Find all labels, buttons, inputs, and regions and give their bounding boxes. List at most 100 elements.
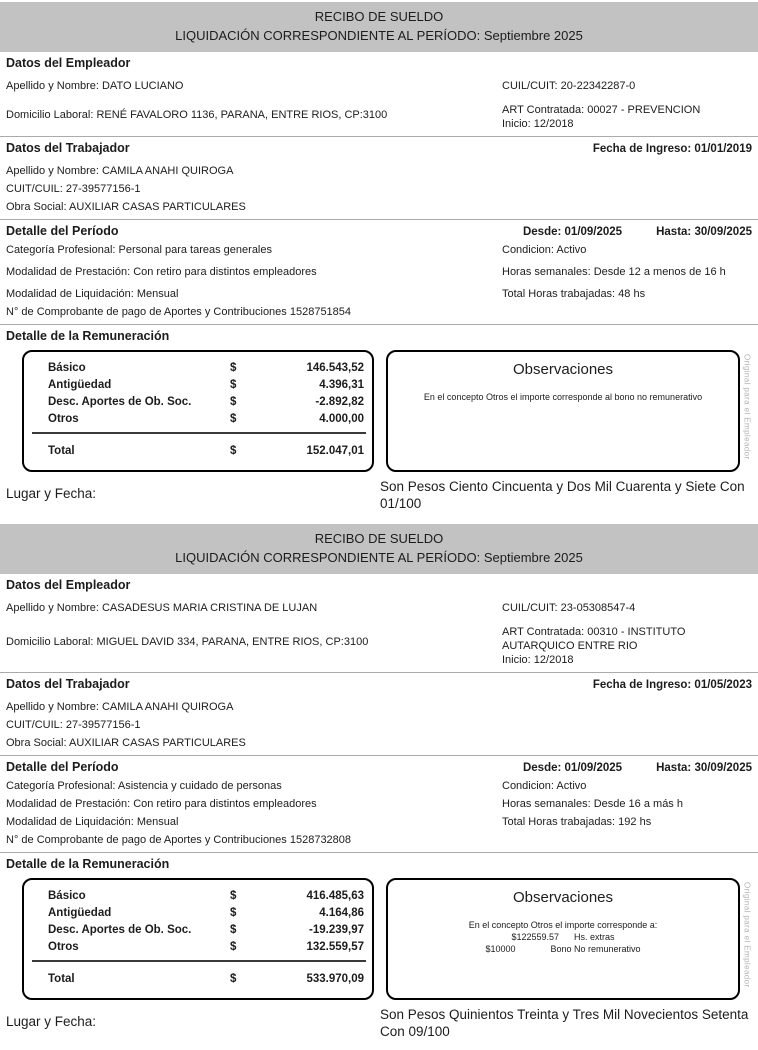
worker-section-header: Datos del Trabajador Fecha de Ingreso: 0… — [0, 672, 758, 692]
period-section-title: Detalle del Período — [6, 224, 119, 238]
currency-symbol: $ — [230, 941, 237, 953]
period-from: Desde: 01/09/2025 — [522, 762, 623, 774]
employer-art-start: Inicio: 12/2018 — [502, 654, 574, 666]
row-amount: 146.543,52 — [306, 362, 364, 374]
row-total: Total $ 533.970,09 — [34, 971, 364, 988]
row-label: Otros — [48, 941, 79, 953]
remuneration-area: Básico $ 146.543,52 Antigüedad $ 4.396,3… — [22, 350, 754, 472]
observations-line: $122559.57 Hs. extras — [511, 932, 615, 942]
period-total-hours: Total Horas trabajadas: 48 hs — [502, 288, 646, 300]
worker-hire-date: Fecha de Ingreso: 01/01/2019 — [592, 143, 752, 155]
period-modality: Modalidad de Prestación: Con retiro para… — [6, 798, 317, 810]
worker-cuit: CUIT/CUIL: 27-39577156-1 — [6, 183, 141, 195]
employer-name: Apellido y Nombre: DATO LUCIANO — [6, 80, 184, 92]
period-modality: Modalidad de Prestación: Con retiro para… — [6, 266, 317, 278]
row-basico: Básico $ 416.485,63 — [34, 888, 364, 905]
period-section: Categoría Profesional: Personal para tar… — [0, 243, 758, 319]
observations-line: En el concepto Otros el importe correspo… — [423, 392, 703, 402]
row-amount: 4.164,86 — [319, 907, 364, 919]
receipt-period-subtitle: LIQUIDACIÓN CORRESPONDIENTE AL PERÍODO: … — [175, 550, 583, 565]
remuneration-section-header: Detalle de la Remuneración — [0, 852, 758, 872]
employer-section-title: Datos del Empleador — [6, 578, 131, 592]
currency-symbol: $ — [230, 907, 237, 919]
observations-box: Observaciones En el concepto Otros el im… — [386, 350, 740, 472]
salary-receipt-2: RECIBO DE SUELDO LIQUIDACIÓN CORRESPONDI… — [0, 524, 758, 1050]
currency-symbol: $ — [230, 890, 237, 902]
total-amount: 152.047,01 — [306, 445, 364, 457]
receipt-title: RECIBO DE SUELDO — [314, 9, 444, 24]
observations-title: Observaciones — [512, 361, 614, 378]
period-total-hours: Total Horas trabajadas: 192 hs — [502, 816, 652, 828]
period-weekly-hours: Horas semanales: Desde 12 a menos de 16 … — [502, 266, 726, 278]
receipt-title: RECIBO DE SUELDO — [314, 531, 444, 546]
worker-cuit: CUIT/CUIL: 27-39577156-1 — [6, 719, 141, 731]
remuneration-table: Básico $ 146.543,52 Antigüedad $ 4.396,3… — [22, 350, 374, 472]
place-date-label: Lugar y Fecha: — [6, 486, 97, 501]
receipt-footer: Lugar y Fecha: Son Pesos Quinientos Trei… — [6, 1006, 752, 1040]
employer-art: ART Contratada: 00027 - PREVENCION — [502, 104, 701, 116]
employer-address: Domicilio Laboral: MIGUEL DAVID 334, PAR… — [6, 636, 369, 648]
remuneration-table: Básico $ 416.485,63 Antigüedad $ 4.164,8… — [22, 878, 374, 1000]
currency-symbol: $ — [230, 379, 237, 391]
row-amount: -19.239,97 — [309, 924, 364, 936]
observations-box: Observaciones En el concepto Otros el im… — [386, 878, 740, 1000]
period-section-header: Detalle del Período Desde: 01/09/2025 Has… — [0, 219, 758, 239]
salary-receipt-1: RECIBO DE SUELDO LIQUIDACIÓN CORRESPONDI… — [0, 2, 758, 522]
row-otros: Otros $ 4.000,00 — [34, 411, 364, 428]
period-to: Hasta: 30/09/2025 — [656, 226, 752, 238]
remuneration-section-header: Detalle de la Remuneración — [0, 324, 758, 344]
observations-line: En el concepto Otros el importe correspo… — [468, 920, 658, 930]
period-condition: Condicion: Activo — [502, 780, 587, 792]
period-category: Categoría Profesional: Asistencia y cuid… — [6, 780, 282, 792]
worker-section-header: Datos del Trabajador Fecha de Ingreso: 0… — [0, 136, 758, 156]
row-amount: 132.559,57 — [306, 941, 364, 953]
remuneration-section-title: Detalle de la Remuneración — [6, 329, 170, 343]
row-total: Total $ 152.047,01 — [34, 443, 364, 460]
employer-section: Apellido y Nombre: DATO LUCIANO CUIL/CUI… — [0, 79, 758, 131]
employee-copy-note: Original para el Empleador — [742, 354, 752, 460]
row-amount: 4.000,00 — [319, 413, 364, 425]
row-label: Desc. Aportes de Ob. Soc. — [48, 396, 192, 408]
total-label: Total — [48, 445, 75, 457]
amount-in-words: Son Pesos Ciento Cincuenta y Dos Mil Cua… — [380, 479, 745, 511]
row-label: Antigüedad — [48, 907, 112, 919]
worker-section: Apellido y Nombre: CAMILA ANAHI QUIROGA … — [0, 164, 758, 214]
total-divider — [32, 432, 366, 434]
employer-cuit: CUIL/CUIT: 23-05308547-4 — [502, 602, 636, 614]
worker-social: Obra Social: AUXILIAR CASAS PARTICULARES — [6, 201, 246, 213]
worker-social: Obra Social: AUXILIAR CASAS PARTICULARES — [6, 737, 246, 749]
row-descuento-ob-soc: Desc. Aportes de Ob. Soc. $ -2.892,82 — [34, 394, 364, 411]
period-liquidation: Modalidad de Liquidación: Mensual — [6, 816, 179, 828]
employer-section-header: Datos del Empleador — [0, 52, 758, 71]
employee-copy-column: Original para el Empleador — [740, 350, 754, 472]
employee-copy-column: Original para el Empleador — [740, 878, 754, 1000]
period-section-title: Detalle del Período — [6, 760, 119, 774]
amount-in-words: Son Pesos Quinientos Treinta y Tres Mil … — [380, 1007, 749, 1039]
employer-section-title: Datos del Empleador — [6, 56, 131, 70]
row-label: Otros — [48, 413, 79, 425]
period-category: Categoría Profesional: Personal para tar… — [6, 244, 272, 256]
worker-hire-date: Fecha de Ingreso: 01/05/2023 — [592, 679, 752, 691]
currency-symbol: $ — [230, 362, 237, 374]
worker-name: Apellido y Nombre: CAMILA ANAHI QUIROGA — [6, 165, 234, 177]
employer-section-header: Datos del Empleador — [0, 574, 758, 593]
period-weekly-hours: Horas semanales: Desde 16 a más h — [502, 798, 683, 810]
worker-section-title: Datos del Trabajador — [6, 141, 130, 155]
receipt-footer: Lugar y Fecha: Son Pesos Ciento Cincuent… — [6, 478, 752, 512]
row-antiguedad: Antigüedad $ 4.164,86 — [34, 905, 364, 922]
row-antiguedad: Antigüedad $ 4.396,31 — [34, 377, 364, 394]
receipt-title-band: RECIBO DE SUELDO LIQUIDACIÓN CORRESPONDI… — [0, 524, 758, 574]
currency-symbol: $ — [230, 413, 237, 425]
receipt-title-band: RECIBO DE SUELDO LIQUIDACIÓN CORRESPONDI… — [0, 2, 758, 52]
employer-section: Apellido y Nombre: CASADESUS MARIA CRIST… — [0, 601, 758, 667]
row-label: Básico — [48, 890, 86, 902]
employer-name: Apellido y Nombre: CASADESUS MARIA CRIST… — [6, 602, 318, 614]
period-receipt-number: N° de Comprobante de pago de Aportes y C… — [6, 834, 352, 846]
total-amount: 533.970,09 — [306, 973, 364, 985]
period-section-header: Detalle del Período Desde: 01/09/2025 Has… — [0, 755, 758, 775]
total-label: Total — [48, 973, 75, 985]
period-receipt-number: N° de Comprobante de pago de Aportes y C… — [6, 306, 352, 318]
period-section: Categoría Profesional: Asistencia y cuid… — [0, 779, 758, 847]
worker-name: Apellido y Nombre: CAMILA ANAHI QUIROGA — [6, 701, 234, 713]
currency-symbol: $ — [230, 973, 237, 985]
